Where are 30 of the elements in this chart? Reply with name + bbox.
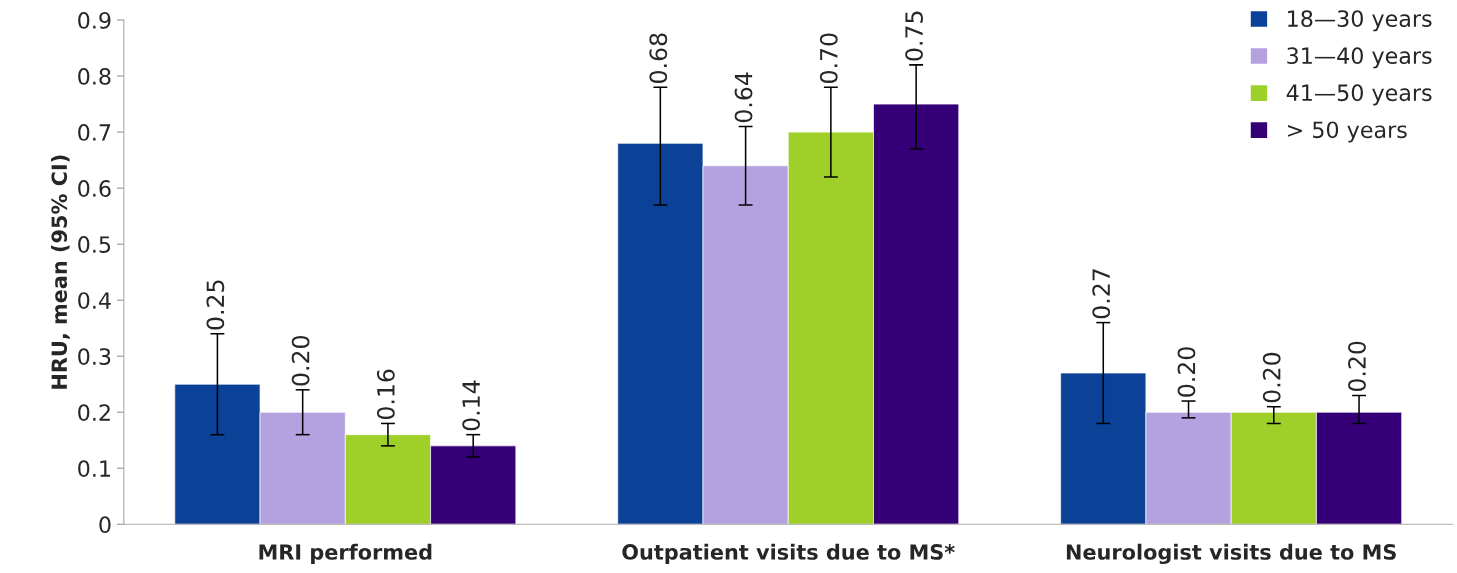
text: 0.20 (291, 336, 310, 386)
y-tick-label: 0.9 (78, 12, 111, 29)
y-tick-label: 0.5 (78, 236, 111, 253)
x-tick-label: Outpatient visits due to MS* (622, 543, 955, 564)
text: 0.20 (1262, 352, 1281, 403)
legend-label: 31—40 years (1287, 47, 1432, 69)
y-tick-label: 0 (99, 516, 111, 534)
y-tick-label: 0.3 (78, 348, 111, 365)
legend-label: 18—30 years (1288, 10, 1432, 32)
text: 0.16 (376, 369, 395, 420)
text: 0.25 (206, 280, 225, 330)
text: 0.75 (905, 11, 923, 61)
text: 0.27 (1092, 269, 1111, 319)
text: 0.70 (819, 33, 838, 83)
y-tick-label: 0.6 (78, 180, 111, 197)
legend-label: > 50 years (1287, 121, 1407, 143)
y-tick-label: 0.2 (78, 404, 110, 421)
x-tick-label: MRI performed (259, 543, 432, 564)
y-axis-title: HRU, mean (95% CI) (51, 155, 70, 389)
text: 0.64 (734, 72, 753, 123)
text: 0.20 (1177, 347, 1196, 397)
y-tick-label: 0.7 (78, 124, 111, 141)
y-tick-label: 0.1 (78, 460, 110, 478)
legend-label: 41—50 years (1286, 84, 1432, 106)
y-tick-label: 0.4 (78, 292, 111, 309)
x-tick-label: Neurologist visits due to MS (1066, 543, 1396, 565)
text: 0.68 (649, 33, 668, 83)
text: 0.14 (462, 380, 481, 431)
y-tick-label: 0.8 (78, 68, 111, 85)
text: 0.20 (1348, 341, 1366, 392)
